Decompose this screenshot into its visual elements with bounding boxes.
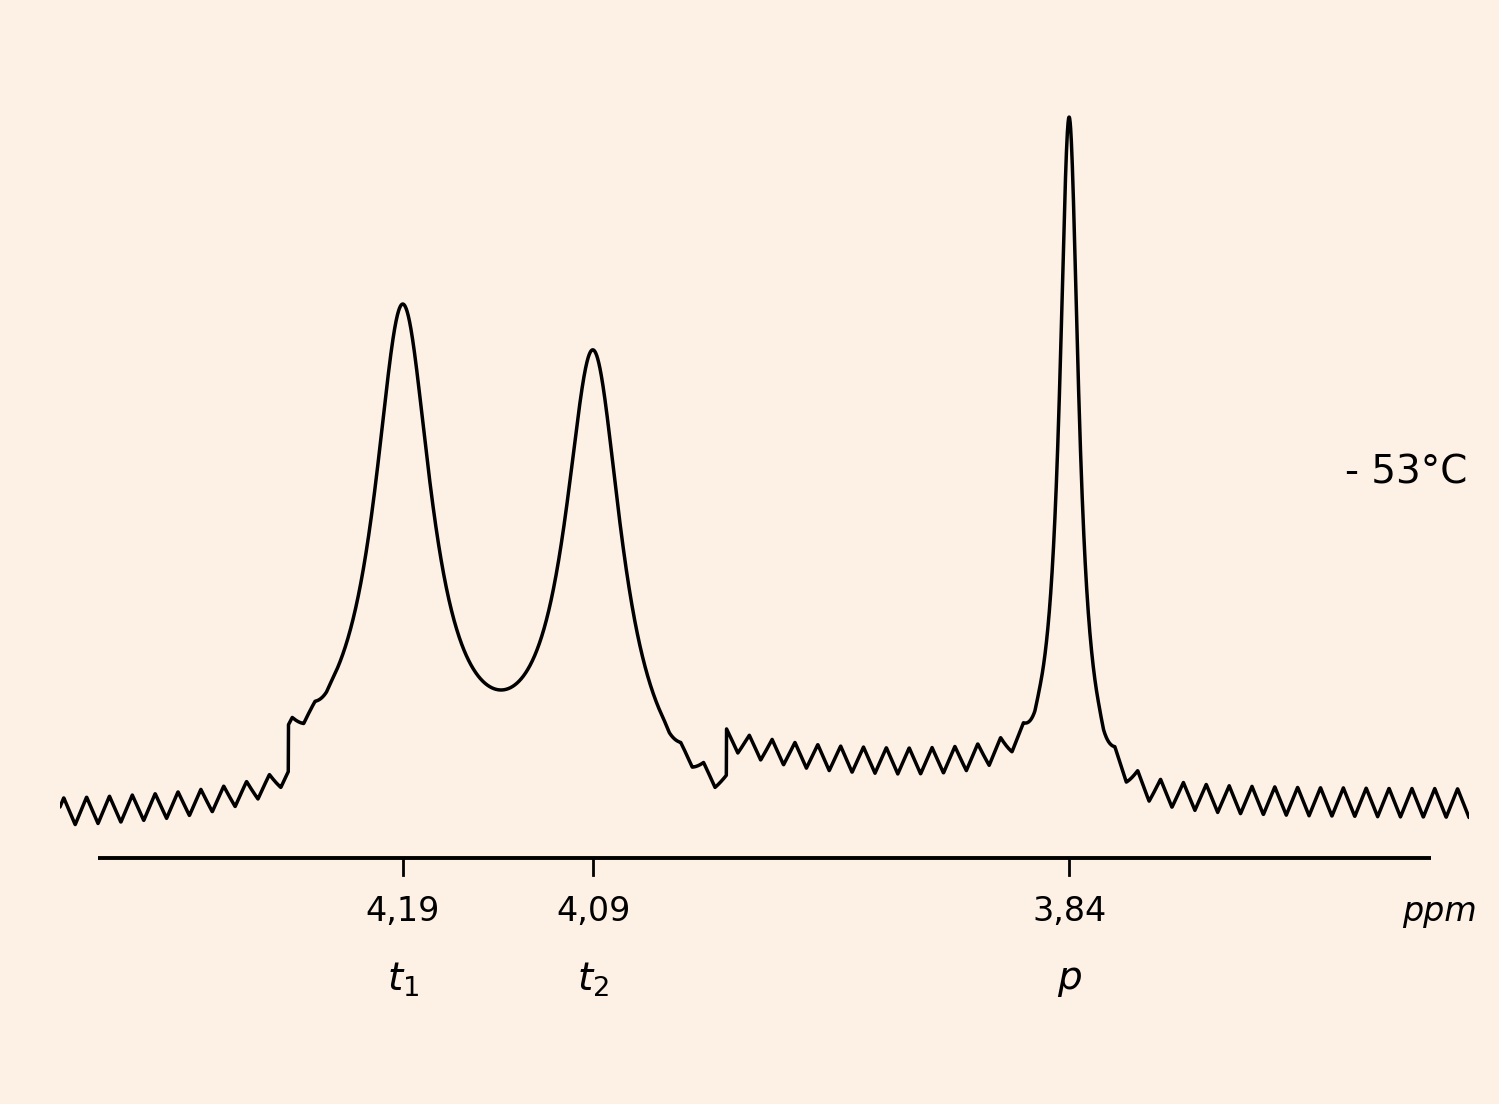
Text: 3,84: 3,84 — [1031, 894, 1106, 927]
Text: 4,09: 4,09 — [556, 894, 630, 927]
Text: ppm: ppm — [1403, 894, 1477, 927]
Text: $t_2$: $t_2$ — [577, 962, 609, 999]
Text: $p$: $p$ — [1057, 962, 1082, 999]
Text: $t_1$: $t_1$ — [387, 962, 418, 999]
Text: 4,19: 4,19 — [366, 894, 439, 927]
Text: - 53°C: - 53°C — [1345, 453, 1468, 491]
